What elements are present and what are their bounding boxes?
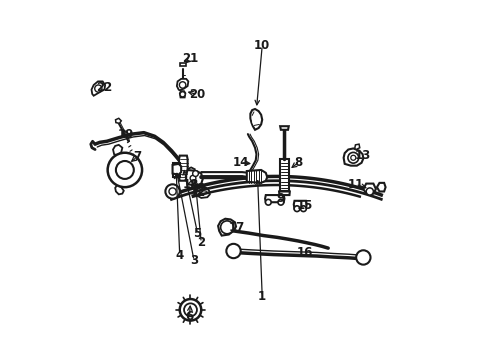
Polygon shape (247, 170, 267, 183)
Circle shape (95, 85, 102, 92)
Text: 10: 10 (254, 39, 270, 52)
Circle shape (108, 153, 142, 187)
Text: 16: 16 (297, 246, 314, 259)
Polygon shape (116, 118, 122, 123)
Polygon shape (280, 126, 289, 130)
Circle shape (226, 244, 241, 258)
Polygon shape (113, 145, 122, 156)
Text: 9: 9 (276, 192, 284, 205)
Polygon shape (252, 112, 259, 126)
Polygon shape (343, 148, 364, 166)
Polygon shape (218, 219, 236, 235)
Polygon shape (377, 183, 386, 192)
Polygon shape (172, 163, 180, 177)
Text: 4: 4 (175, 249, 184, 262)
Circle shape (300, 206, 306, 212)
Circle shape (180, 299, 201, 320)
Text: 21: 21 (182, 52, 198, 65)
Text: 19: 19 (118, 127, 134, 141)
Circle shape (348, 152, 359, 163)
Text: 14: 14 (233, 156, 249, 169)
Text: 7: 7 (133, 150, 142, 163)
Polygon shape (280, 159, 289, 192)
Text: 18: 18 (182, 178, 198, 191)
Circle shape (356, 250, 370, 265)
Text: 22: 22 (97, 81, 113, 94)
Polygon shape (180, 91, 186, 98)
Polygon shape (294, 201, 307, 209)
Circle shape (166, 184, 180, 199)
Circle shape (220, 221, 234, 234)
Polygon shape (196, 187, 210, 198)
Polygon shape (355, 144, 360, 149)
Text: 15: 15 (297, 199, 314, 212)
Polygon shape (179, 156, 188, 181)
Polygon shape (115, 184, 124, 194)
Text: 6: 6 (185, 310, 194, 324)
Circle shape (180, 92, 185, 97)
Polygon shape (198, 189, 207, 196)
Text: 17: 17 (229, 221, 245, 234)
Circle shape (116, 161, 134, 179)
Circle shape (184, 303, 197, 316)
Polygon shape (92, 81, 105, 96)
Circle shape (193, 171, 198, 176)
Circle shape (351, 155, 356, 160)
Circle shape (169, 188, 176, 195)
Circle shape (190, 175, 196, 181)
Text: 1: 1 (258, 290, 266, 303)
Circle shape (179, 82, 186, 88)
Polygon shape (265, 195, 285, 202)
Polygon shape (177, 79, 188, 90)
Polygon shape (186, 170, 203, 185)
Circle shape (294, 206, 300, 212)
Text: 13: 13 (354, 149, 371, 162)
Text: 20: 20 (190, 88, 206, 101)
Circle shape (266, 199, 271, 205)
Polygon shape (172, 164, 181, 175)
Circle shape (366, 188, 373, 195)
Text: 11: 11 (347, 178, 364, 191)
Polygon shape (250, 109, 262, 130)
Polygon shape (183, 167, 195, 176)
Circle shape (278, 199, 284, 205)
Text: 2: 2 (197, 236, 205, 249)
Text: 8: 8 (294, 156, 302, 169)
Polygon shape (279, 192, 290, 195)
Text: 12: 12 (190, 186, 206, 199)
Polygon shape (112, 158, 137, 184)
Text: 3: 3 (190, 254, 198, 267)
Polygon shape (180, 63, 186, 66)
Polygon shape (364, 184, 376, 194)
Text: 5: 5 (194, 227, 202, 240)
